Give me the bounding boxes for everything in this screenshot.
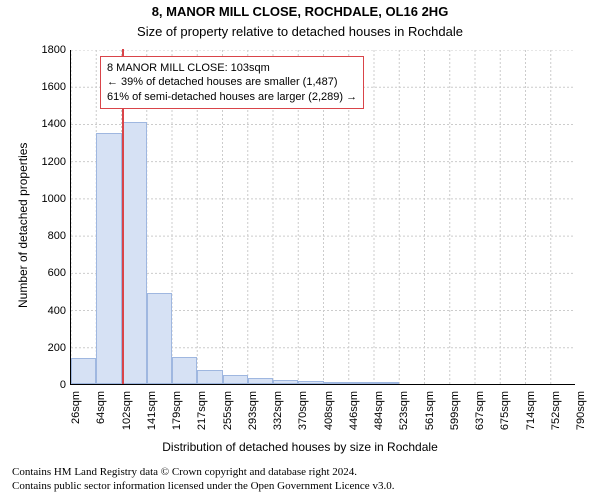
ytick-label: 1200 [32, 156, 66, 168]
xtick-label: 370sqm [297, 391, 309, 441]
histogram-bar [349, 382, 374, 384]
histogram-bar [147, 293, 172, 384]
x-axis-label: Distribution of detached houses by size … [0, 440, 600, 454]
histogram-bar [273, 380, 298, 384]
histogram-bar [96, 133, 121, 384]
xtick-label: 561sqm [424, 391, 436, 441]
annotation-line: 61% of semi-detached houses are larger (… [107, 90, 357, 104]
histogram-bar [71, 358, 96, 384]
histogram-bar [197, 370, 222, 384]
histogram-bar [298, 381, 323, 384]
xtick-label: 637sqm [474, 391, 486, 441]
ytick-label: 600 [32, 267, 66, 279]
ytick-label: 1000 [32, 193, 66, 205]
histogram-bar [374, 382, 399, 384]
caption-line: Contains public sector information licen… [12, 480, 394, 494]
ytick-label: 1400 [32, 118, 66, 130]
xtick-label: 752sqm [550, 391, 562, 441]
xtick-label: 64sqm [95, 391, 107, 441]
xtick-label: 255sqm [222, 391, 234, 441]
ytick-label: 200 [32, 342, 66, 354]
xtick-label: 102sqm [121, 391, 133, 441]
xtick-label: 599sqm [449, 391, 461, 441]
chart-container: { "title": "8, MANOR MILL CLOSE, ROCHDAL… [0, 0, 600, 500]
xtick-label: 141sqm [146, 391, 158, 441]
chart-subtitle: Size of property relative to detached ho… [0, 24, 600, 39]
ytick-label: 1800 [32, 44, 66, 56]
histogram-bar [223, 375, 248, 384]
xtick-label: 408sqm [323, 391, 335, 441]
annotation-line: 8 MANOR MILL CLOSE: 103sqm [107, 61, 357, 75]
ytick-label: 400 [32, 305, 66, 317]
xtick-label: 179sqm [171, 391, 183, 441]
xtick-label: 217sqm [196, 391, 208, 441]
xtick-label: 675sqm [499, 391, 511, 441]
xtick-label: 332sqm [272, 391, 284, 441]
ytick-label: 0 [32, 379, 66, 391]
xtick-label: 293sqm [247, 391, 259, 441]
caption-text: Contains HM Land Registry data © Crown c… [12, 466, 394, 494]
y-axis-label: Number of detached properties [16, 142, 30, 307]
xtick-label: 714sqm [525, 391, 537, 441]
histogram-bar [248, 378, 273, 384]
chart-title: 8, MANOR MILL CLOSE, ROCHDALE, OL16 2HG [0, 4, 600, 19]
xtick-label: 446sqm [348, 391, 360, 441]
xtick-label: 790sqm [575, 391, 587, 441]
xtick-label: 523sqm [398, 391, 410, 441]
ytick-label: 1600 [32, 81, 66, 93]
xtick-label: 26sqm [70, 391, 82, 441]
annotation-line: ← 39% of detached houses are smaller (1,… [107, 75, 357, 89]
histogram-bar [172, 357, 197, 384]
caption-line: Contains HM Land Registry data © Crown c… [12, 466, 394, 480]
histogram-bar [122, 122, 147, 384]
ytick-label: 800 [32, 230, 66, 242]
histogram-bar [324, 382, 349, 384]
xtick-label: 484sqm [373, 391, 385, 441]
callout-annotation: 8 MANOR MILL CLOSE: 103sqm← 39% of detac… [100, 56, 364, 109]
